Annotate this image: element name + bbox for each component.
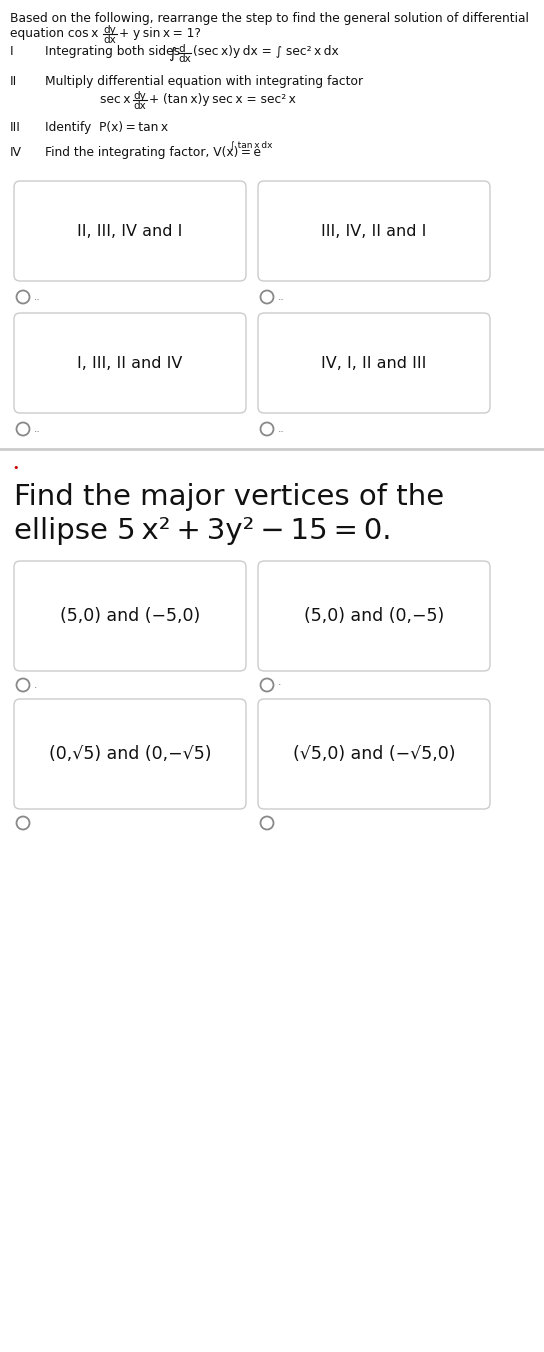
Text: ..: ..	[278, 425, 285, 434]
FancyBboxPatch shape	[258, 561, 490, 671]
Circle shape	[16, 422, 29, 435]
Text: ∫ tan x dx: ∫ tan x dx	[230, 141, 273, 149]
Text: (sec x)y dx = ∫ sec² x dx: (sec x)y dx = ∫ sec² x dx	[193, 45, 339, 58]
Circle shape	[16, 291, 29, 303]
Circle shape	[261, 422, 274, 435]
Text: Find the major vertices of the: Find the major vertices of the	[14, 483, 444, 511]
Text: IV, I, II and III: IV, I, II and III	[322, 356, 426, 370]
Text: III, IV, II and I: III, IV, II and I	[322, 223, 426, 238]
FancyBboxPatch shape	[14, 699, 246, 808]
FancyBboxPatch shape	[0, 0, 544, 660]
Text: + (tan x)y sec x = sec² x: + (tan x)y sec x = sec² x	[149, 93, 296, 105]
Text: dx: dx	[103, 35, 116, 45]
Text: + y sin x = 1?: + y sin x = 1?	[119, 27, 201, 41]
FancyBboxPatch shape	[0, 453, 544, 1352]
FancyBboxPatch shape	[258, 314, 490, 412]
Text: .: .	[34, 680, 38, 690]
Text: ..: ..	[278, 292, 285, 301]
Text: Find the integrating factor, V(x) = e: Find the integrating factor, V(x) = e	[45, 146, 261, 160]
Text: (0,√5) and (0,−√5): (0,√5) and (0,−√5)	[49, 745, 211, 763]
Text: III: III	[10, 120, 21, 134]
Text: ..: ..	[34, 292, 41, 301]
Text: II: II	[10, 74, 17, 88]
Text: dy: dy	[133, 91, 146, 101]
FancyBboxPatch shape	[14, 181, 246, 281]
Text: sec x: sec x	[100, 93, 131, 105]
Text: I, III, II and IV: I, III, II and IV	[77, 356, 183, 370]
Circle shape	[261, 817, 274, 830]
FancyBboxPatch shape	[258, 181, 490, 281]
Text: •: •	[12, 462, 18, 473]
Text: ∫: ∫	[168, 46, 176, 61]
FancyBboxPatch shape	[14, 561, 246, 671]
Text: Based on the following, rearrange the step to find the general solution of diffe: Based on the following, rearrange the st…	[10, 12, 529, 24]
Text: dy: dy	[103, 24, 116, 35]
Text: (5,0) and (0,−5): (5,0) and (0,−5)	[304, 607, 444, 625]
Text: IV: IV	[10, 146, 22, 160]
Circle shape	[261, 679, 274, 691]
Text: d: d	[178, 45, 184, 54]
Text: dx: dx	[178, 54, 191, 64]
FancyBboxPatch shape	[14, 314, 246, 412]
Circle shape	[261, 291, 274, 303]
Text: (5,0) and (−5,0): (5,0) and (−5,0)	[60, 607, 200, 625]
Text: ·: ·	[278, 680, 281, 690]
Text: Multiply differential equation with integrating factor: Multiply differential equation with inte…	[45, 74, 363, 88]
Text: I: I	[10, 45, 14, 58]
FancyBboxPatch shape	[258, 699, 490, 808]
Circle shape	[16, 817, 29, 830]
Text: ..: ..	[34, 425, 41, 434]
Text: Identify  P(x) = tan x: Identify P(x) = tan x	[45, 120, 168, 134]
Text: Integrating both sides: Integrating both sides	[45, 45, 180, 58]
Text: II, III, IV and I: II, III, IV and I	[77, 223, 183, 238]
Text: dx: dx	[133, 101, 146, 111]
Text: equation cos x: equation cos x	[10, 27, 98, 41]
Text: ellipse 5 x² + 3y² − 15 = 0.: ellipse 5 x² + 3y² − 15 = 0.	[14, 516, 392, 545]
Text: (√5,0) and (−√5,0): (√5,0) and (−√5,0)	[293, 745, 455, 763]
Circle shape	[16, 679, 29, 691]
